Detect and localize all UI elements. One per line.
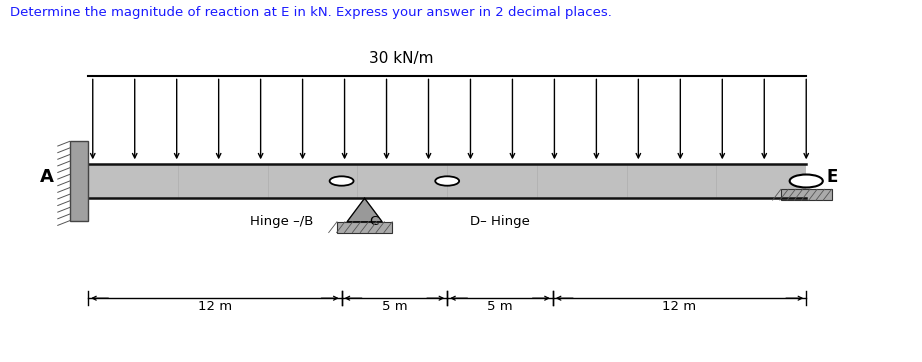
Bar — [337, 222, 392, 232]
Polygon shape — [347, 198, 382, 222]
Text: A: A — [40, 168, 53, 186]
Text: C: C — [369, 215, 378, 228]
Text: Hinge –/B: Hinge –/B — [250, 215, 313, 228]
Text: D– Hinge: D– Hinge — [470, 215, 530, 228]
Text: 12 m: 12 m — [198, 300, 232, 313]
Bar — [70, 141, 89, 221]
Text: 5 m: 5 m — [487, 300, 513, 313]
Text: Determine the magnitude of reaction at E in kN. Express your answer in 2 decimal: Determine the magnitude of reaction at E… — [10, 6, 612, 19]
Text: 12 m: 12 m — [662, 300, 697, 313]
Text: 5 m: 5 m — [382, 300, 408, 313]
Bar — [89, 164, 806, 198]
Circle shape — [435, 176, 459, 186]
Circle shape — [330, 176, 353, 186]
Text: 30 kN/m: 30 kN/m — [369, 51, 433, 66]
Circle shape — [789, 174, 822, 188]
Bar — [781, 189, 832, 200]
Text: E: E — [826, 168, 838, 186]
